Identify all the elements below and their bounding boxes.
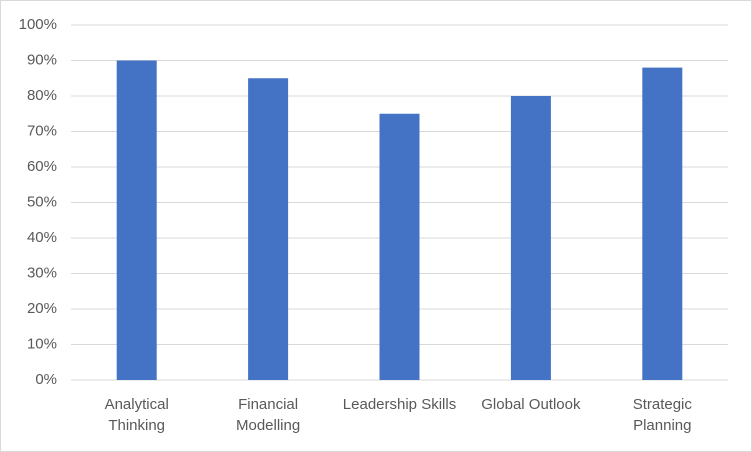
y-tick-label: 40% (27, 229, 57, 246)
y-tick-label: 90% (27, 51, 57, 68)
y-tick-label: 20% (27, 300, 57, 317)
y-tick-label: 50% (27, 193, 57, 210)
x-tick-label: Leadership Skills (342, 396, 457, 413)
bar (642, 67, 683, 380)
y-tick-label: 80% (27, 87, 57, 104)
bar (379, 113, 420, 380)
y-tick-label: 100% (19, 16, 57, 33)
y-tick-label: 60% (27, 158, 57, 175)
y-tick-label: 30% (27, 264, 57, 281)
bar (510, 96, 551, 380)
x-tick-label: Financial Modelling (235, 396, 301, 434)
bar (248, 78, 289, 380)
x-tick-label: Analytical Thinking (104, 396, 169, 434)
x-tick-label: Global Outlook (481, 396, 581, 413)
bar (116, 60, 157, 380)
y-tick-label: 70% (27, 122, 57, 139)
y-tick-label: 0% (35, 371, 57, 388)
x-tick-label: Strategic Planning (632, 396, 692, 434)
y-tick-label: 10% (27, 335, 57, 352)
